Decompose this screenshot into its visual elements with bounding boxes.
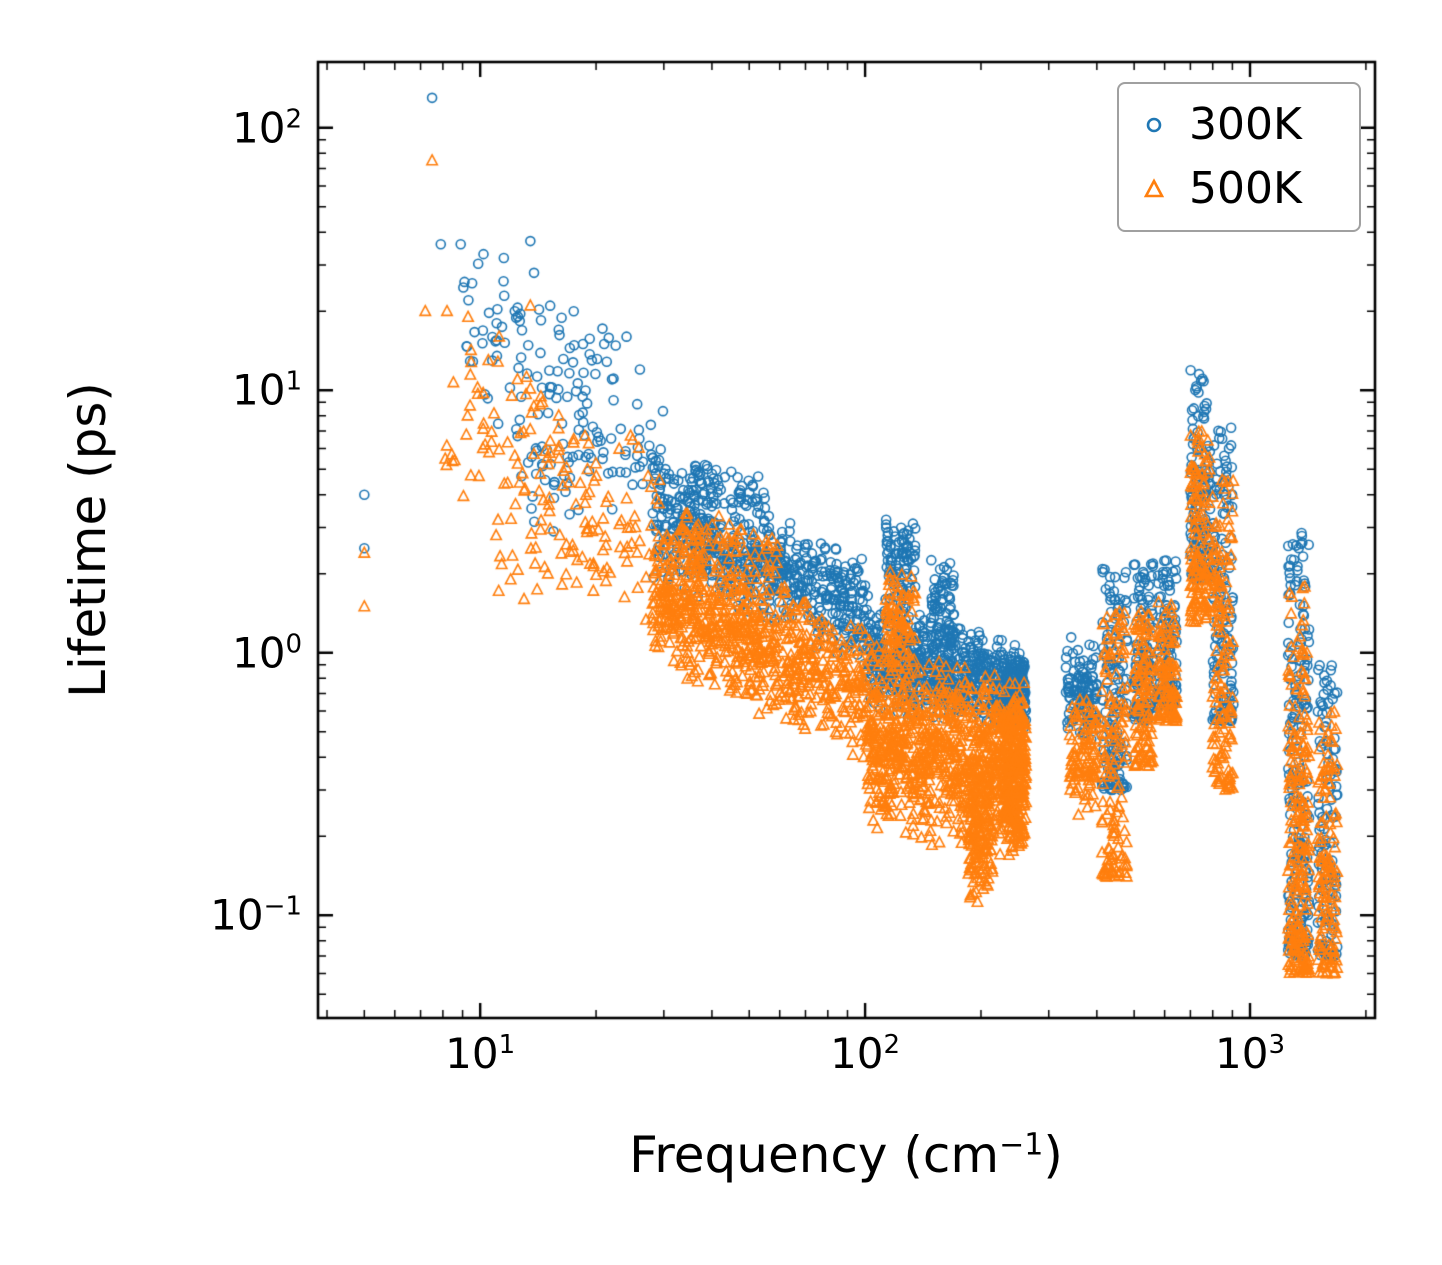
y-tick-label: 10−1 bbox=[210, 890, 302, 940]
y-tick-label: 102 bbox=[231, 103, 302, 153]
legend: 300K 500K bbox=[1117, 82, 1361, 233]
x-tick-label: 103 bbox=[1215, 1029, 1286, 1078]
x-axis-label-text: Frequency (cm bbox=[629, 1126, 1000, 1184]
legend-label-500k: 500K bbox=[1189, 163, 1302, 215]
y-tick-label: 100 bbox=[231, 628, 302, 678]
legend-item-300k: 300K bbox=[1137, 99, 1341, 150]
y-axis-label: Lifetime (ps) bbox=[59, 382, 117, 698]
triangle-marker-icon bbox=[1143, 178, 1165, 198]
circle-marker-icon bbox=[1146, 117, 1162, 133]
x-tick-label: 102 bbox=[830, 1029, 901, 1078]
y-tick-label: 101 bbox=[231, 365, 302, 415]
x-axis-label-exponent: −1 bbox=[999, 1127, 1044, 1163]
x-axis-label-close: ) bbox=[1043, 1126, 1063, 1184]
legend-label-300k: 300K bbox=[1189, 99, 1302, 150]
x-tick-label: 101 bbox=[445, 1029, 516, 1078]
x-axis-label: Frequency (cm−1) bbox=[629, 1126, 1063, 1184]
legend-item-500k: 500K bbox=[1137, 163, 1341, 215]
